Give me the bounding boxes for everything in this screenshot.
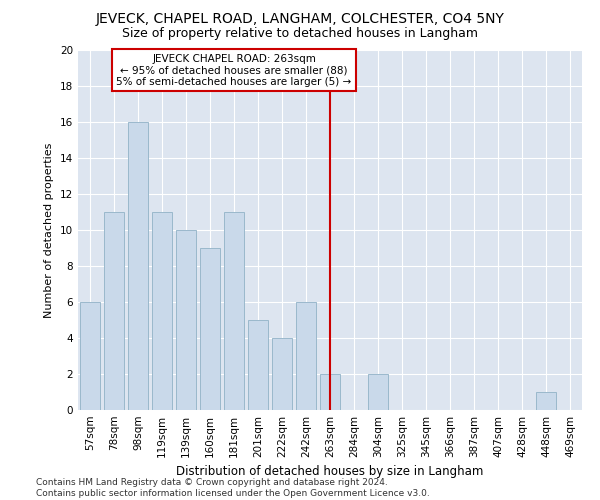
Bar bbox=[224, 212, 244, 410]
Text: JEVECK, CHAPEL ROAD, LANGHAM, COLCHESTER, CO4 5NY: JEVECK, CHAPEL ROAD, LANGHAM, COLCHESTER… bbox=[95, 12, 505, 26]
Text: Contains HM Land Registry data © Crown copyright and database right 2024.
Contai: Contains HM Land Registry data © Crown c… bbox=[36, 478, 430, 498]
Bar bbox=[248, 320, 268, 410]
Bar bbox=[176, 230, 196, 410]
Bar bbox=[368, 374, 388, 410]
Text: JEVECK CHAPEL ROAD: 263sqm
← 95% of detached houses are smaller (88)
5% of semi-: JEVECK CHAPEL ROAD: 263sqm ← 95% of deta… bbox=[116, 54, 352, 87]
Bar bbox=[80, 302, 100, 410]
Bar bbox=[152, 212, 172, 410]
Text: Size of property relative to detached houses in Langham: Size of property relative to detached ho… bbox=[122, 28, 478, 40]
Bar bbox=[320, 374, 340, 410]
Bar bbox=[296, 302, 316, 410]
Bar bbox=[536, 392, 556, 410]
Y-axis label: Number of detached properties: Number of detached properties bbox=[44, 142, 55, 318]
Bar bbox=[128, 122, 148, 410]
Bar bbox=[104, 212, 124, 410]
Bar bbox=[272, 338, 292, 410]
Bar bbox=[200, 248, 220, 410]
X-axis label: Distribution of detached houses by size in Langham: Distribution of detached houses by size … bbox=[176, 466, 484, 478]
